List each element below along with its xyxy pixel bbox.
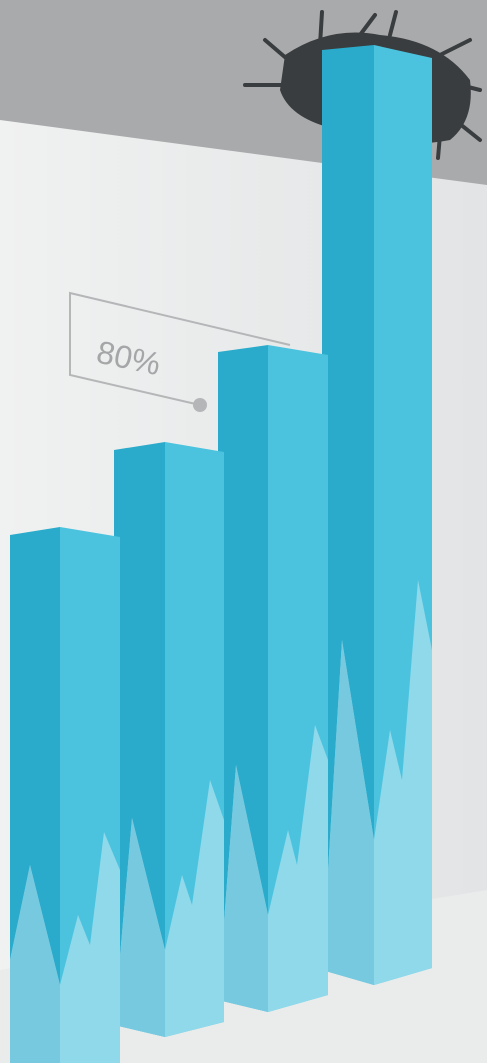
bar: [322, 45, 432, 985]
bar: [10, 527, 120, 1063]
bar: [114, 442, 224, 1037]
callout-dot: [193, 398, 207, 412]
bars: [10, 45, 432, 1063]
bar: [218, 345, 328, 1012]
callout-frame: [69, 291, 291, 406]
